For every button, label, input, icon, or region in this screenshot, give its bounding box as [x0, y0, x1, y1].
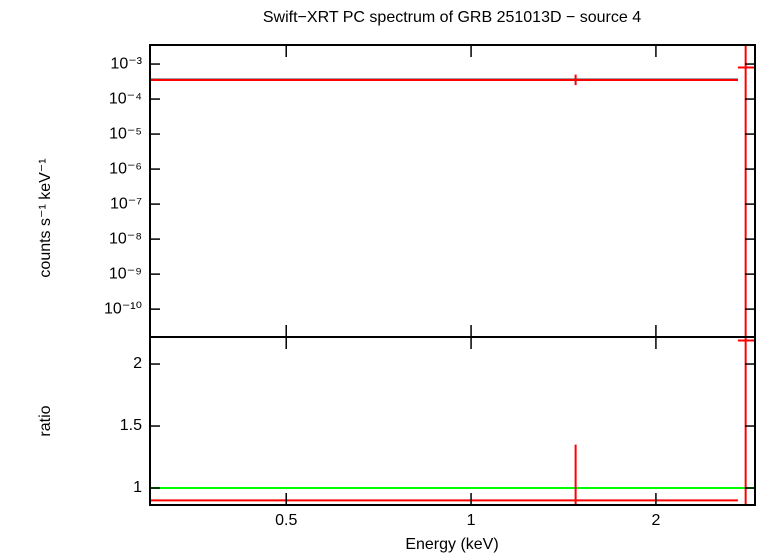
x-tick-label: 0.5	[275, 512, 297, 529]
x-axis-label: Energy (keV)	[405, 536, 498, 553]
panel-frame	[149, 44, 756, 338]
chart-title: Swift−XRT PC spectrum of GRB 251013D − s…	[263, 9, 641, 26]
y-tick-label: 10⁻¹⁰	[104, 300, 142, 317]
x-tick-label: 1	[467, 512, 476, 529]
y-tick-label: 1	[133, 479, 142, 496]
plot-area	[150, 45, 755, 337]
y-axis-label: ratio	[37, 405, 54, 436]
y-tick-label: 10⁻³	[110, 55, 142, 72]
y-axis-label: counts s⁻¹ keV⁻¹	[37, 158, 54, 277]
y-tick-label: 10⁻⁹	[109, 265, 142, 282]
y-tick-label: 10⁻⁷	[110, 195, 142, 212]
y-tick-label: 1.5	[120, 417, 142, 434]
panel-frame	[149, 336, 756, 506]
x-tick-label: 2	[651, 512, 660, 529]
y-tick-label: 2	[133, 355, 142, 372]
plot-area	[150, 337, 755, 505]
y-tick-label: 10⁻⁶	[109, 160, 142, 177]
y-tick-label: 10⁻⁴	[109, 90, 142, 107]
y-tick-label: 10⁻⁵	[109, 125, 142, 142]
y-tick-label: 10⁻⁸	[109, 230, 142, 247]
